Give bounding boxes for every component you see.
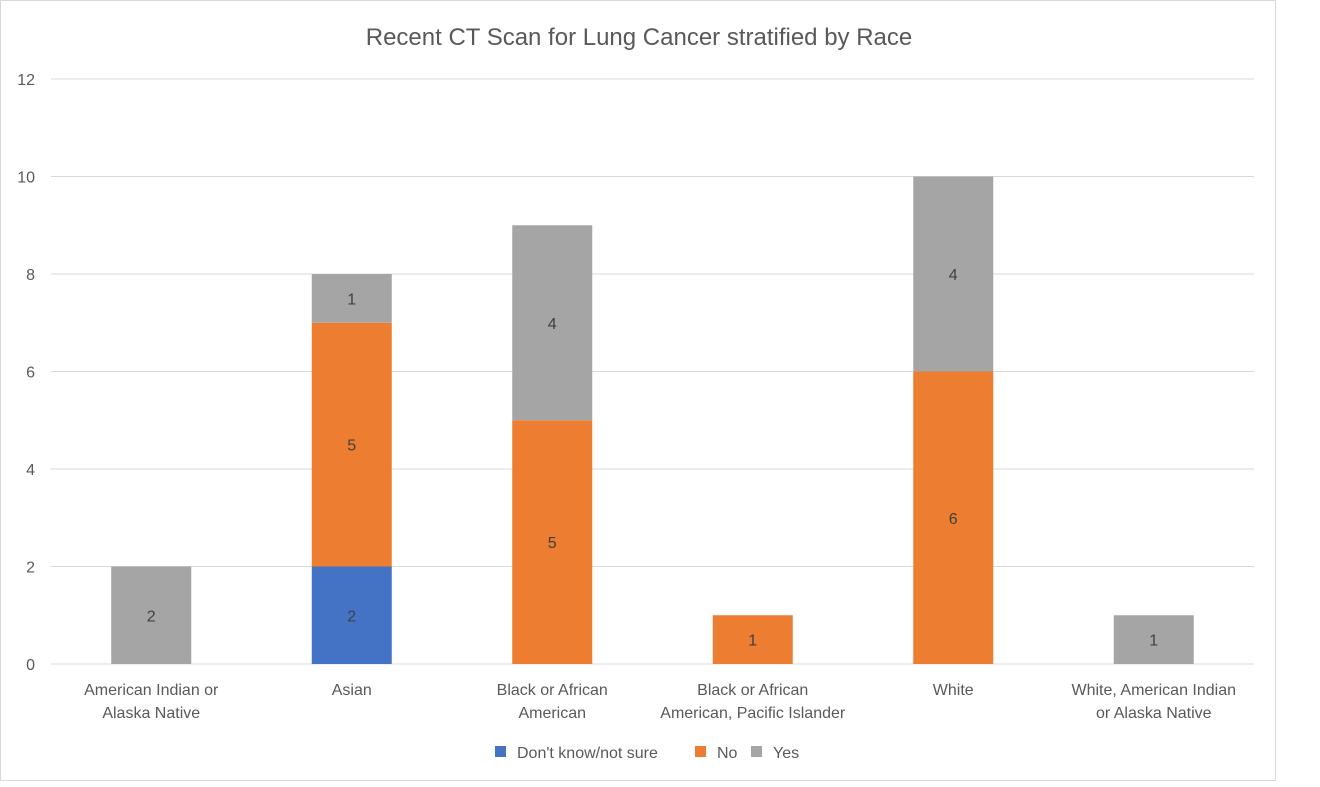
y-tick-label: 2 [26,560,35,577]
y-tick-label: 12 [17,72,35,89]
gridlines [51,78,1254,665]
x-tick-label: Black or African [497,682,608,699]
x-tick-label: Asian [332,682,372,699]
data-label: 2 [147,608,156,625]
data-label: 6 [949,511,958,528]
x-tick-label: American [518,705,586,722]
bar-segment [512,225,593,421]
bar-segment [311,322,392,567]
bar-segment [512,420,593,664]
y-tick-label: 10 [17,170,35,187]
chart-title: Recent CT Scan for Lung Cancer stratifie… [366,24,913,51]
bar-segment [712,615,793,664]
data-label: 1 [347,291,356,308]
bar-segment [311,274,392,323]
stacked-bar-chart: Recent CT Scan for Lung Cancer stratifie… [17,24,1254,762]
bar-segment [913,176,994,372]
x-tick-label: American Indian or [84,682,219,699]
y-axis-tick-labels: 0 2 4 6 8 10 12 [17,72,35,674]
data-label: 4 [949,267,958,284]
data-label: 1 [1149,633,1158,650]
data-labels: 2 2 5 1 5 4 1 6 4 1 [147,267,1159,650]
bar-segment [1113,615,1194,664]
bar-segment [913,371,994,664]
data-label: 5 [548,535,557,552]
x-tick-label: Alaska Native [102,705,200,722]
legend-label: No [717,745,738,762]
bar-segment [311,566,392,664]
x-axis-tick-labels: American Indian or Alaska Native Asian Blac… [84,682,1236,722]
x-tick-label: White [933,682,974,699]
x-tick-label: or Alaska Native [1096,705,1212,722]
y-tick-label: 4 [26,462,35,479]
y-tick-label: 8 [26,267,35,284]
legend: Don't know/not sure No Yes [495,745,799,762]
y-tick-label: 6 [26,365,35,382]
legend-swatch [751,746,762,757]
legend-swatch [695,746,706,757]
x-tick-label: Black or African [697,682,808,699]
chart-frame: Recent CT Scan for Lung Cancer stratifie… [0,0,1276,781]
data-label: 1 [748,633,757,650]
data-label: 2 [347,608,356,625]
legend-label: Don't know/not sure [517,745,658,762]
bars [111,176,1194,664]
y-tick-label: 0 [26,657,35,674]
x-tick-label: White, American Indian [1071,682,1236,699]
bar-segment [111,566,192,664]
x-tick-label: American, Pacific Islander [660,705,846,722]
legend-swatch [495,746,506,757]
data-label: 4 [548,316,557,333]
data-label: 5 [347,438,356,455]
legend-label: Yes [773,745,799,762]
